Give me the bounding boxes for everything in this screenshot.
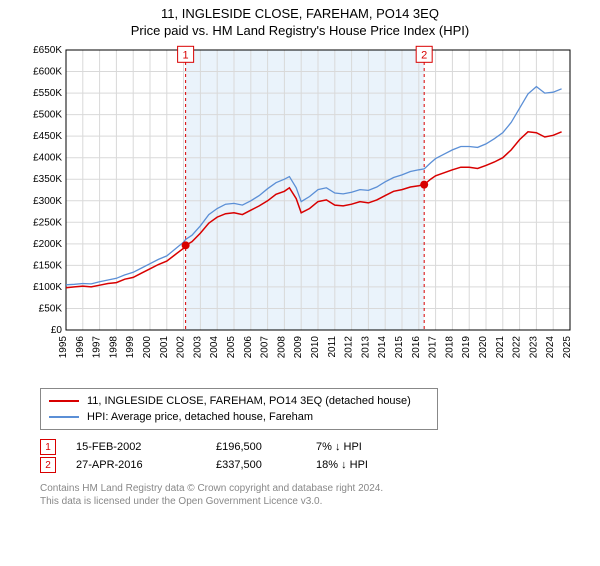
legend-swatch (49, 416, 79, 418)
svg-text:2013: 2013 (360, 336, 371, 359)
transactions-table: 1 15-FEB-2002£196,5007% ↓ HPI 2 27-APR-2016… (40, 438, 600, 474)
svg-text:2024: 2024 (545, 336, 556, 359)
svg-text:2009: 2009 (293, 336, 304, 359)
chart-subtitle: Price paid vs. HM Land Registry's House … (0, 23, 600, 38)
svg-text:2018: 2018 (444, 336, 455, 359)
svg-text:2014: 2014 (377, 336, 388, 359)
svg-text:£400K: £400K (33, 153, 62, 164)
svg-text:£0: £0 (51, 325, 63, 336)
svg-text:2022: 2022 (512, 336, 523, 359)
svg-text:1: 1 (183, 49, 189, 61)
credits: Contains HM Land Registry data © Crown c… (40, 482, 600, 508)
svg-text:2016: 2016 (411, 336, 422, 359)
svg-text:2023: 2023 (528, 336, 539, 359)
legend-swatch (49, 400, 79, 402)
svg-text:2006: 2006 (243, 336, 254, 359)
legend-item: HPI: Average price, detached house, Fare… (49, 409, 429, 425)
svg-text:1995: 1995 (58, 336, 69, 359)
svg-text:£100K: £100K (33, 282, 62, 293)
chart-title-address: 11, INGLESIDE CLOSE, FAREHAM, PO14 3EQ (0, 6, 600, 21)
svg-text:2000: 2000 (142, 336, 153, 359)
credits-line2: This data is licensed under the Open Gov… (40, 495, 600, 508)
legend-label: HPI: Average price, detached house, Fare… (87, 411, 313, 423)
svg-text:1997: 1997 (92, 336, 103, 359)
svg-text:£300K: £300K (33, 196, 62, 207)
transaction-hpi-delta: 18% ↓ HPI (316, 459, 416, 471)
svg-text:2: 2 (421, 49, 427, 61)
svg-text:£600K: £600K (33, 67, 62, 78)
transaction-price: £337,500 (216, 459, 316, 471)
svg-text:£350K: £350K (33, 174, 62, 185)
svg-text:2019: 2019 (461, 336, 472, 359)
transaction-date: 27-APR-2016 (76, 459, 216, 471)
svg-text:2015: 2015 (394, 336, 405, 359)
transaction-marker: 1 (40, 439, 56, 455)
legend-label: 11, INGLESIDE CLOSE, FAREHAM, PO14 3EQ (… (87, 395, 411, 407)
svg-text:2020: 2020 (478, 336, 489, 359)
svg-text:2012: 2012 (344, 336, 355, 359)
svg-text:2003: 2003 (192, 336, 203, 359)
svg-text:£50K: £50K (39, 303, 63, 314)
transaction-hpi-delta: 7% ↓ HPI (316, 441, 416, 453)
svg-text:1996: 1996 (75, 336, 86, 359)
svg-text:2017: 2017 (428, 336, 439, 359)
svg-text:£450K: £450K (33, 131, 62, 142)
transaction-row: 2 27-APR-2016£337,50018% ↓ HPI (40, 456, 600, 474)
svg-text:£150K: £150K (33, 260, 62, 271)
svg-text:£250K: £250K (33, 217, 62, 228)
svg-text:£200K: £200K (33, 239, 62, 250)
transaction-date: 15-FEB-2002 (76, 441, 216, 453)
svg-text:2004: 2004 (209, 336, 220, 359)
svg-text:1998: 1998 (108, 336, 119, 359)
svg-text:2021: 2021 (495, 336, 506, 359)
svg-text:2010: 2010 (310, 336, 321, 359)
svg-text:2001: 2001 (159, 336, 170, 359)
svg-text:2002: 2002 (176, 336, 187, 359)
legend-item: 11, INGLESIDE CLOSE, FAREHAM, PO14 3EQ (… (49, 393, 429, 409)
price-chart: £0 £50K £100K £150K £200K £250K £300K £350K £400… (20, 42, 580, 382)
svg-text:£550K: £550K (33, 88, 62, 99)
svg-text:2007: 2007 (260, 336, 271, 359)
svg-text:1999: 1999 (125, 336, 136, 359)
credits-line1: Contains HM Land Registry data © Crown c… (40, 482, 600, 495)
svg-text:2025: 2025 (562, 336, 573, 359)
svg-text:£650K: £650K (33, 45, 62, 56)
svg-text:2011: 2011 (327, 336, 338, 358)
svg-text:2008: 2008 (276, 336, 287, 359)
transaction-row: 1 15-FEB-2002£196,5007% ↓ HPI (40, 438, 600, 456)
transaction-price: £196,500 (216, 441, 316, 453)
transaction-marker: 2 (40, 457, 56, 473)
svg-text:£500K: £500K (33, 110, 62, 121)
svg-text:2005: 2005 (226, 336, 237, 359)
legend: 11, INGLESIDE CLOSE, FAREHAM, PO14 3EQ (… (40, 388, 438, 430)
